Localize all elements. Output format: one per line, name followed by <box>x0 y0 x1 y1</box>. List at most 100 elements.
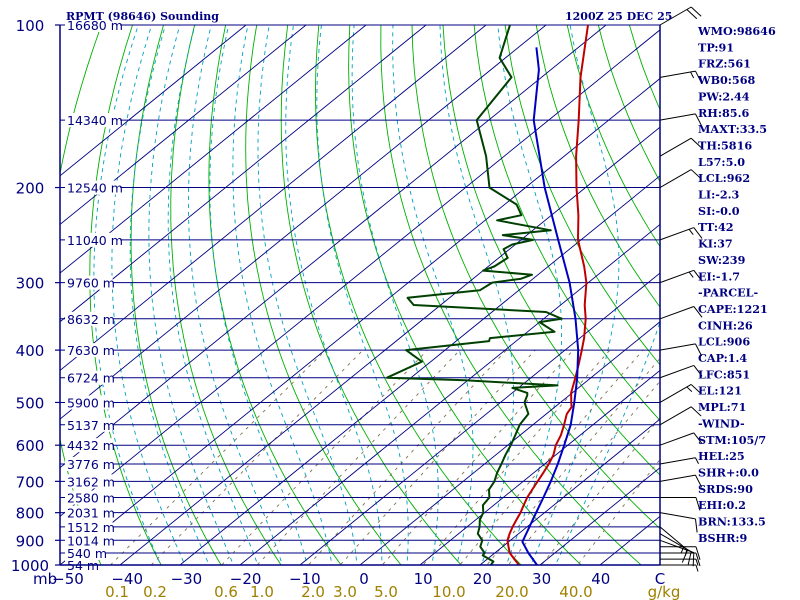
dry-adiabat <box>208 25 342 565</box>
index-text: EI:-1.7 <box>698 269 740 283</box>
chart-title: RPMT (98646) Sounding <box>66 10 219 23</box>
wind-barb <box>659 306 703 320</box>
mixing-ratio-label: 40.0 <box>559 583 592 600</box>
moist-adiabat <box>209 25 308 565</box>
height-label-bg <box>65 232 121 247</box>
mixing-ratio-line <box>422 349 611 565</box>
isotherm <box>539 467 660 565</box>
index-text: LFC:851 <box>698 367 750 381</box>
mixing-ratio-line <box>339 349 536 565</box>
isotherm <box>60 25 547 420</box>
temp-tick-label: 0 <box>359 570 369 588</box>
mixing-ratio-line <box>109 349 326 565</box>
index-text: TH:5816 <box>698 138 752 152</box>
mixing-ratio-label: 3.0 <box>333 583 357 600</box>
dry-adiabats <box>60 25 660 565</box>
mixing-ratio-line <box>507 380 660 565</box>
index-text: FRZ:561 <box>698 57 751 71</box>
pressure-tick-label: 900 <box>16 532 45 550</box>
pressure-tick-label: 800 <box>16 505 45 523</box>
height-label-bg <box>65 505 113 520</box>
height-label-bg <box>65 370 113 385</box>
isotherm <box>60 25 427 323</box>
dry-adiabat <box>280 25 462 565</box>
mixing-ratio-line <box>150 349 364 565</box>
mixing-ratio-label: 0.2 <box>143 583 167 600</box>
height-label-bg <box>65 113 121 128</box>
dry-adiabat <box>130 25 222 565</box>
dry-adiabat <box>315 25 522 565</box>
temperature-line <box>506 25 589 565</box>
pressure-tick-label: 600 <box>16 437 45 455</box>
isotherm <box>60 25 307 226</box>
height-label: 9760 m <box>67 276 115 291</box>
moist-adiabats <box>93 25 660 565</box>
index-panel: WMO:98646 TP:91 FRZ:561 WB0:568 PW:2.44 RH:85… <box>697 24 776 545</box>
height-label-bg <box>65 474 113 489</box>
height-label: 2031 m <box>67 506 115 521</box>
height-label-bg <box>65 490 113 505</box>
moist-adiabat <box>351 25 439 565</box>
isotherm <box>179 175 660 565</box>
isotherms <box>60 25 660 565</box>
index-text: TT:42 <box>698 220 734 234</box>
moist-adiabat <box>167 25 259 565</box>
index-text: TP:91 <box>698 40 734 54</box>
height-label: 5137 m <box>67 418 115 433</box>
height-label: 1014 m <box>67 533 115 548</box>
height-label: 2580 m <box>67 491 115 506</box>
wind-barb <box>659 406 702 426</box>
mixing-ratio-line <box>256 349 461 565</box>
pressure-tick-label: 400 <box>16 342 45 360</box>
pressure-tick-label: 500 <box>16 394 45 412</box>
mixing-ratio-label: 0.6 <box>214 583 238 600</box>
temp-tick-label: −30 <box>171 570 203 588</box>
mixing-ratio-lines <box>109 349 660 565</box>
moist-adiabat <box>554 320 660 565</box>
height-label: 1512 m <box>67 520 115 535</box>
mixing-ratio-line <box>307 349 507 565</box>
wind-barb <box>659 113 703 127</box>
wind-barb <box>660 497 701 511</box>
dry-adiabat <box>348 25 582 565</box>
wind-barb <box>659 343 703 357</box>
dry-adiabat <box>504 25 660 366</box>
index-text: SRDS:90 <box>698 482 753 496</box>
index-text: RH:85.6 <box>698 106 749 120</box>
wind-barb <box>659 384 702 403</box>
temp-tick-label: −50 <box>52 570 84 588</box>
isotherm <box>60 25 247 177</box>
index-text: EL:121 <box>698 384 742 398</box>
height-label: 14340 m <box>67 113 123 128</box>
height-label-bg <box>65 417 113 432</box>
height-label-bg <box>65 438 113 453</box>
dry-adiabat <box>442 25 660 476</box>
index-text: LCL:962 <box>698 171 750 185</box>
index-text: BRN:133.5 <box>698 515 766 529</box>
wind-barbs <box>659 6 703 572</box>
isotherm <box>419 369 660 565</box>
pressure-tick-label: 300 <box>16 275 45 293</box>
index-text: CAPE:1221 <box>698 302 768 316</box>
height-label-bg <box>65 275 113 290</box>
dry-adiabat <box>535 25 660 308</box>
moist-adiabat <box>316 25 409 565</box>
temp-tick-label: 20 <box>473 570 492 588</box>
parcel-line <box>521 47 580 565</box>
height-label-bg <box>65 456 113 471</box>
moist-adiabat <box>530 25 620 565</box>
index-text: CINH:26 <box>698 318 753 332</box>
moist-adiabat <box>439 25 515 565</box>
wind-barb <box>660 564 699 572</box>
isotherm <box>119 126 660 565</box>
dry-adiabat <box>245 25 402 565</box>
index-text: WMO:98646 <box>697 24 776 38</box>
index-text: LCL:906 <box>698 335 750 349</box>
pressure-tick-label: 100 <box>16 17 45 35</box>
mixing-ratio-line <box>540 417 660 565</box>
dry-adiabat <box>170 25 282 565</box>
height-label: 12540 m <box>67 181 123 196</box>
height-label-bg <box>65 343 113 358</box>
